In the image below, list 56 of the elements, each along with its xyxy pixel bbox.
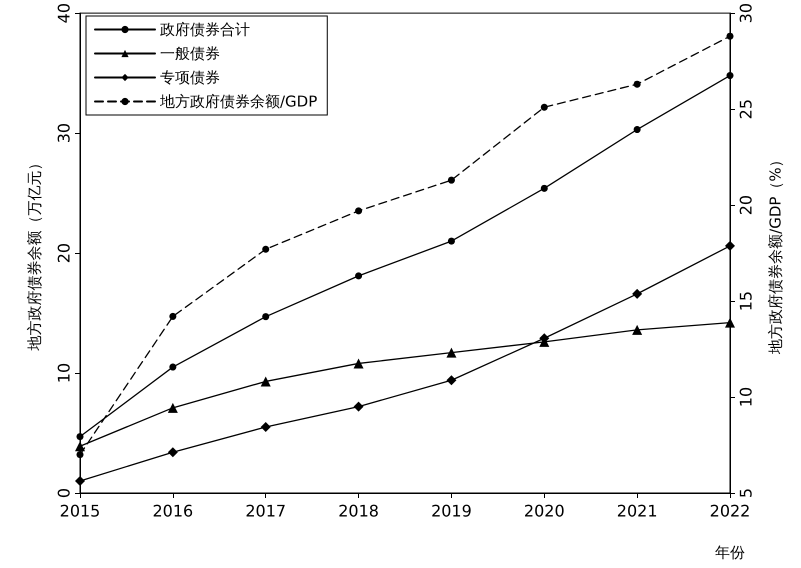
y2-tick-label: 15 bbox=[736, 290, 756, 312]
y2-tick-label: 20 bbox=[736, 194, 756, 216]
point bbox=[262, 313, 270, 320]
point bbox=[168, 447, 178, 458]
point bbox=[540, 184, 548, 192]
point bbox=[632, 324, 642, 335]
point bbox=[262, 246, 270, 253]
x-tick-label: 2017 bbox=[245, 502, 286, 520]
point bbox=[169, 364, 176, 371]
x-tick-label: 2019 bbox=[431, 502, 472, 520]
point bbox=[354, 358, 364, 368]
y-tick-label: 10 bbox=[54, 362, 74, 384]
x-tick-label: 2021 bbox=[616, 502, 658, 520]
point bbox=[76, 433, 84, 440]
point bbox=[260, 376, 271, 386]
point bbox=[726, 72, 734, 80]
y2-tick-label: 30 bbox=[736, 3, 756, 24]
point bbox=[446, 375, 456, 386]
legend-label: 专项债券 bbox=[160, 68, 220, 86]
point bbox=[76, 451, 84, 458]
y-tick-label: 20 bbox=[54, 242, 74, 264]
point bbox=[354, 402, 364, 412]
x-tick-label: 2018 bbox=[338, 502, 379, 520]
y2-axis-title: 地方政府债券余额/GDP（%） bbox=[766, 152, 784, 355]
point bbox=[540, 104, 548, 111]
point bbox=[75, 476, 85, 486]
legend-label: 地方政府债券余额/GDP bbox=[159, 92, 318, 110]
x-tick-label: 2016 bbox=[152, 502, 194, 520]
y-tick-label: 30 bbox=[54, 122, 74, 144]
y-axis-title: 地方政府债券余额（万亿元） bbox=[26, 156, 44, 352]
x-axis-title: 年份 bbox=[715, 544, 745, 562]
point bbox=[634, 126, 641, 134]
point bbox=[446, 348, 456, 358]
point bbox=[725, 318, 735, 328]
point bbox=[355, 272, 362, 280]
point bbox=[448, 176, 455, 184]
x-tick-label: 2020 bbox=[524, 502, 565, 520]
point bbox=[725, 240, 735, 251]
point bbox=[355, 207, 362, 214]
point bbox=[632, 288, 642, 299]
y2-tick-label: 10 bbox=[736, 386, 756, 408]
legend-label: 政府债券合计 bbox=[160, 20, 250, 38]
point bbox=[75, 441, 85, 452]
y-tick-label: 0 bbox=[54, 488, 74, 498]
point bbox=[260, 422, 271, 432]
point bbox=[634, 80, 641, 88]
point bbox=[168, 402, 178, 413]
legend-label: 一般债券 bbox=[160, 44, 220, 62]
y-tick-label: 40 bbox=[54, 3, 74, 24]
x-tick-label: 2022 bbox=[710, 502, 750, 520]
y2-tick-label: 5 bbox=[736, 488, 756, 498]
point bbox=[726, 32, 734, 40]
point bbox=[448, 238, 455, 245]
point bbox=[169, 312, 176, 320]
x-tick-label: 2015 bbox=[60, 502, 100, 520]
y2-tick-label: 25 bbox=[736, 98, 756, 120]
